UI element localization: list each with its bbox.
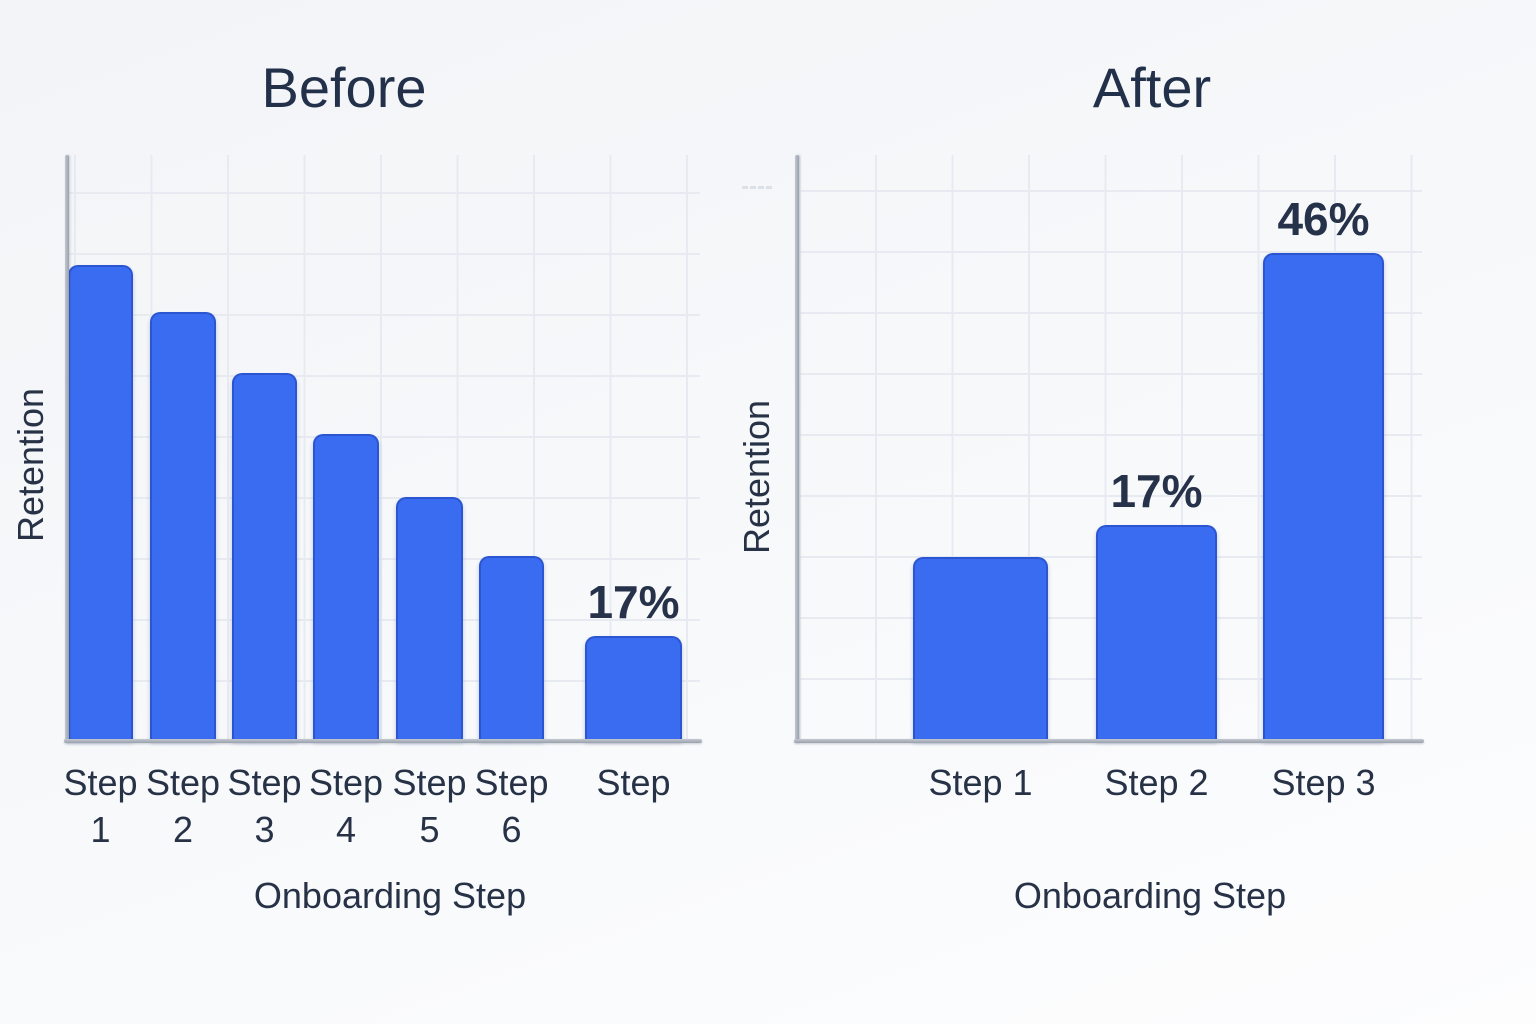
bars-layer	[795, 155, 1422, 740]
gridline-dash-artifact	[742, 186, 772, 189]
x-axis-title: Onboarding Step	[1013, 875, 1287, 916]
y-axis-line	[795, 155, 799, 743]
y-axis-label: Retention	[736, 399, 777, 555]
plot-area	[795, 155, 1422, 740]
bar-value-label: 17%	[587, 576, 680, 628]
plot-area	[67, 155, 700, 740]
x-tick-label: Step 3	[1271, 762, 1376, 803]
x-tick-label: Step 1	[928, 762, 1033, 803]
bar-before-5	[396, 497, 463, 740]
x-axis-line	[794, 739, 1424, 743]
x-tick-label: Step 2	[1104, 762, 1209, 803]
x-tick-label: Step	[474, 762, 549, 803]
x-axis-line	[64, 739, 702, 743]
x-tick-label: 6	[501, 809, 522, 850]
x-tick-label: 4	[335, 809, 357, 850]
y-axis-line	[65, 155, 69, 743]
x-tick-label: 1	[90, 809, 111, 850]
bar-value-label: 46%	[1277, 193, 1370, 245]
x-tick-label: Step	[63, 762, 138, 803]
x-tick-label: Step	[308, 762, 384, 803]
bar-before-2	[150, 312, 216, 740]
x-tick-label: Step	[596, 762, 671, 803]
x-tick-label: 2	[172, 809, 194, 850]
bar-after-3	[1263, 253, 1384, 740]
x-tick-label: 3	[254, 809, 275, 850]
bar-before-7	[585, 636, 682, 740]
bar-after-1	[913, 557, 1048, 740]
x-tick-label: Step	[392, 762, 467, 803]
bar-before-3	[232, 373, 297, 740]
chart-title: After	[1092, 56, 1212, 119]
x-tick-label: Step	[145, 762, 221, 803]
x-tick-label: 5	[419, 809, 440, 850]
x-tick-label: Step	[227, 762, 302, 803]
bar-before-1	[68, 265, 133, 740]
bar-before-6	[479, 556, 544, 740]
bar-before-4	[313, 434, 379, 740]
x-axis-title: Onboarding Step	[253, 875, 527, 916]
bar-after-2	[1096, 525, 1217, 740]
bar-value-label: 17%	[1110, 465, 1203, 517]
chart-title: Before	[261, 56, 427, 119]
bars-layer	[67, 155, 700, 740]
